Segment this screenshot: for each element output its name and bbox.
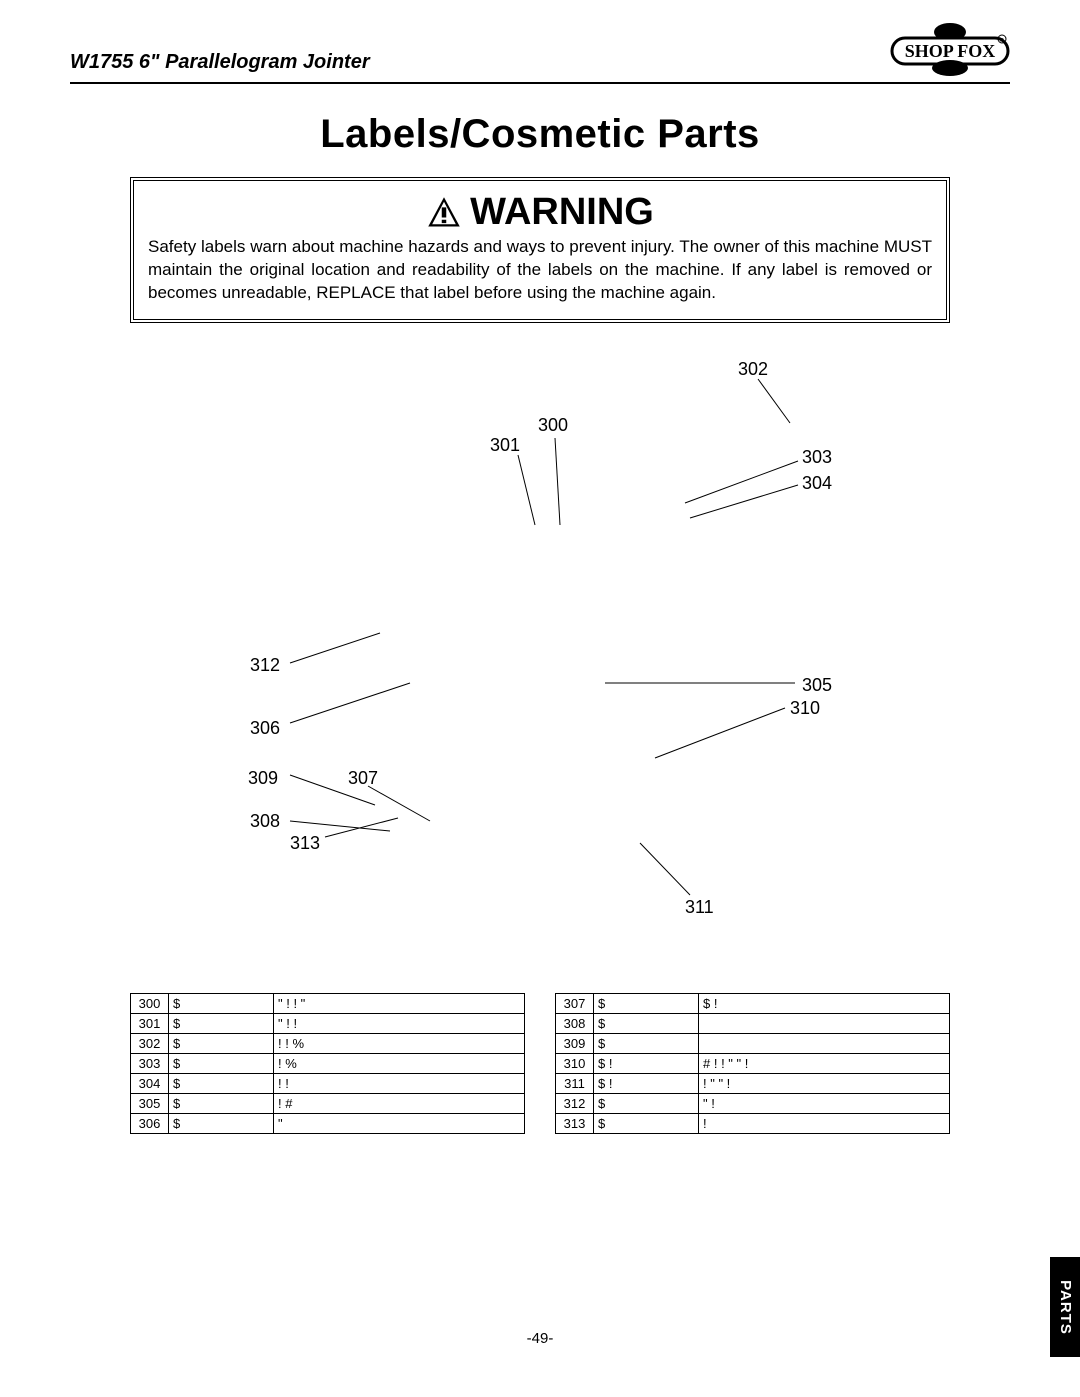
table-row: 311$ !! " " !	[556, 1073, 950, 1093]
warning-icon	[426, 195, 462, 231]
parts-diagram: 302 300 301 303 304 312 306 309 307 308 313 305310 3…	[130, 343, 950, 963]
table-row: 306$"	[131, 1113, 525, 1133]
diagram-lines	[130, 343, 950, 963]
desc-cell: " !	[699, 1093, 950, 1113]
warning-heading: WARNING	[148, 191, 932, 234]
callout-label: 300	[538, 415, 568, 436]
callout-label: 310	[790, 698, 820, 719]
parts-table-left: 300$" ! ! "301$" ! !302$! ! %303$! %304$…	[130, 993, 525, 1134]
ref-cell: 302	[131, 1033, 169, 1053]
callout-label: 306	[250, 718, 280, 739]
parts-tables: 300$" ! ! "301$" ! !302$! ! %303$! %304$…	[130, 993, 950, 1134]
partnum-cell: $	[169, 1033, 274, 1053]
ref-cell: 307	[556, 993, 594, 1013]
table-row: 309$	[556, 1033, 950, 1053]
desc-cell: " ! !	[274, 1013, 525, 1033]
page-title: Labels/Cosmetic Parts	[70, 112, 1010, 157]
svg-text:R: R	[1000, 38, 1004, 44]
callout-label: 302	[738, 359, 768, 380]
page: W1755 6" Parallelogram Jointer SHOP FOX …	[0, 0, 1080, 1397]
desc-cell: ! %	[274, 1053, 525, 1073]
table-row: 312$" !	[556, 1093, 950, 1113]
warning-box: WARNING Safety labels warn about machine…	[130, 177, 950, 323]
callout-label: 308	[250, 811, 280, 832]
warning-heading-text: WARNING	[470, 191, 654, 234]
callout-label: 312	[250, 655, 280, 676]
partnum-cell: $	[169, 1113, 274, 1133]
partnum-cell: $	[169, 1073, 274, 1093]
warning-body: Safety labels warn about machine hazards…	[148, 236, 932, 305]
callout-label: 304	[802, 473, 832, 494]
table-row: 301$" ! !	[131, 1013, 525, 1033]
partnum-cell: $	[594, 1093, 699, 1113]
table-row: 308$	[556, 1013, 950, 1033]
partnum-cell: $	[594, 993, 699, 1013]
table-row: 307$$ !	[556, 993, 950, 1013]
desc-cell: $ !	[699, 993, 950, 1013]
partnum-cell: $	[169, 1013, 274, 1033]
desc-cell: !	[699, 1113, 950, 1133]
ref-cell: 308	[556, 1013, 594, 1033]
callout-label: 311	[685, 897, 714, 918]
page-number: -49-	[0, 1330, 1080, 1347]
table-row: 303$! %	[131, 1053, 525, 1073]
ref-cell: 306	[131, 1113, 169, 1133]
ref-cell: 309	[556, 1033, 594, 1053]
partnum-cell: $	[169, 993, 274, 1013]
model-line: W1755 6" Parallelogram Jointer	[70, 51, 370, 78]
desc-cell: " ! ! "	[274, 993, 525, 1013]
desc-cell	[699, 1013, 950, 1033]
callout-label: 303	[802, 447, 832, 468]
ref-cell: 312	[556, 1093, 594, 1113]
ref-cell: 313	[556, 1113, 594, 1133]
callout-label: 305	[802, 675, 832, 696]
ref-cell: 303	[131, 1053, 169, 1073]
page-header: W1755 6" Parallelogram Jointer SHOP FOX …	[70, 34, 1010, 78]
svg-text:SHOP FOX: SHOP FOX	[905, 41, 996, 61]
parts-table-right: 307$$ !308$309$310$ !# ! ! " " !311$ !! …	[555, 993, 950, 1134]
desc-cell: "	[274, 1113, 525, 1133]
table-row: 302$! ! %	[131, 1033, 525, 1053]
partnum-cell: $ !	[594, 1053, 699, 1073]
desc-cell: # ! ! " " !	[699, 1053, 950, 1073]
table-row: 310$ !# ! ! " " !	[556, 1053, 950, 1073]
partnum-cell: $ !	[594, 1073, 699, 1093]
callout-label: 309	[248, 768, 278, 789]
partnum-cell: $	[169, 1053, 274, 1073]
table-row: 305$! #	[131, 1093, 525, 1113]
desc-cell	[699, 1033, 950, 1053]
ref-cell: 301	[131, 1013, 169, 1033]
table-row: 304$! !	[131, 1073, 525, 1093]
partnum-cell: $	[594, 1113, 699, 1133]
partnum-cell: $	[169, 1093, 274, 1113]
desc-cell: ! ! %	[274, 1033, 525, 1053]
ref-cell: 304	[131, 1073, 169, 1093]
brand-logo: SHOP FOX R	[890, 20, 1010, 78]
partnum-cell: $	[594, 1013, 699, 1033]
desc-cell: ! " " !	[699, 1073, 950, 1093]
side-tab-label: PARTS	[1057, 1280, 1074, 1335]
side-tab: PARTS	[1050, 1257, 1080, 1357]
ref-cell: 310	[556, 1053, 594, 1073]
ref-cell: 300	[131, 993, 169, 1013]
table-row: 313$!	[556, 1113, 950, 1133]
header-rule	[70, 82, 1010, 84]
callout-label: 313	[290, 833, 320, 854]
ref-cell: 311	[556, 1073, 594, 1093]
ref-cell: 305	[131, 1093, 169, 1113]
callout-label: 307	[348, 768, 378, 789]
desc-cell: ! #	[274, 1093, 525, 1113]
partnum-cell: $	[594, 1033, 699, 1053]
desc-cell: ! !	[274, 1073, 525, 1093]
table-row: 300$" ! ! "	[131, 993, 525, 1013]
callout-label: 301	[490, 435, 520, 456]
